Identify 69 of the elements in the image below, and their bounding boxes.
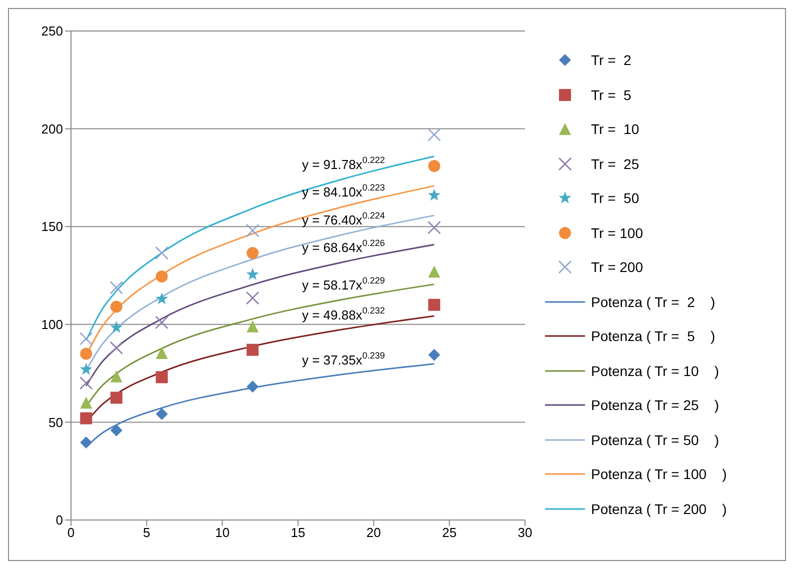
y-tick-label: 100 — [41, 317, 63, 332]
point — [110, 341, 124, 355]
annotation: y = 91.78x$^{0.222}$ — [302, 155, 385, 172]
point — [246, 291, 260, 305]
point — [80, 396, 92, 409]
y-tick-label: 150 — [41, 219, 63, 234]
legend-label: Tr = 200 — [591, 259, 644, 276]
annotation: y = 58.17x$^{0.229}$ — [302, 276, 385, 293]
point — [155, 246, 168, 260]
point — [246, 247, 259, 260]
x-tick-label: 25 — [442, 525, 457, 540]
point — [80, 362, 92, 375]
legend-label: Tr = 2 — [591, 52, 632, 68]
point — [428, 298, 440, 311]
point — [156, 292, 168, 304]
annotation: y = 49.88x$^{0.232}$ — [302, 306, 385, 323]
x-tick-label: 10 — [215, 525, 230, 540]
y-tick-label: 50 — [48, 414, 63, 430]
annotation: y = 76.40x$^{0.224}$ — [302, 210, 385, 228]
point — [428, 160, 440, 172]
point — [156, 371, 168, 384]
point — [80, 436, 92, 449]
x-tick-label: 0 — [67, 525, 75, 540]
point — [80, 412, 92, 424]
point — [79, 376, 93, 390]
legend-label: Tr = 50 — [591, 190, 640, 206]
y-tick-label: 200 — [41, 121, 63, 136]
point — [156, 408, 168, 420]
point — [110, 280, 124, 294]
x-tick-label: 15 — [290, 525, 306, 540]
point — [246, 380, 259, 393]
legend-label: Potenza ( Tr = 25 ) — [591, 397, 720, 414]
legend-label: Potenza ( Tr = 2 ) — [591, 294, 716, 310]
point — [110, 370, 122, 382]
legend-label: Potenza ( Tr = 50 ) — [591, 432, 720, 448]
point — [246, 320, 259, 332]
point — [428, 220, 441, 234]
line-series — [85, 156, 435, 342]
legend-label: Potenza ( Tr = 100 ) — [591, 466, 727, 482]
legend-label: Tr = 25 — [591, 156, 640, 172]
point — [80, 348, 92, 360]
point — [110, 392, 122, 404]
point — [428, 188, 440, 201]
x-tick-label: 5 — [143, 525, 150, 540]
point — [246, 344, 259, 356]
point — [428, 348, 440, 361]
point — [156, 270, 168, 282]
point — [110, 424, 122, 436]
legend-label: Potenza ( Tr = 200 ) — [591, 500, 727, 517]
x-tick-label: 30 — [518, 525, 532, 540]
point — [428, 266, 440, 278]
point — [246, 224, 260, 238]
point — [110, 320, 123, 333]
point — [246, 268, 259, 280]
y-tick-label: 0 — [56, 512, 63, 528]
point — [79, 332, 93, 346]
annotation: y = 37.35x$^{0.239}$ — [302, 350, 385, 368]
legend-label: Potenza ( Tr = 5 ) — [591, 328, 716, 344]
point — [110, 300, 122, 313]
y-tick-label: 250 — [41, 24, 63, 39]
x-tick-label: 20 — [366, 525, 381, 540]
legend-label: Tr = 100 — [591, 224, 644, 241]
legend-label: Tr = 10 — [591, 121, 640, 138]
annotation: y = 68.64x$^{0.226}$ — [302, 238, 385, 256]
point — [155, 316, 168, 330]
point — [156, 346, 168, 359]
legend-label: Tr = 5 — [591, 86, 632, 103]
legend-label: Potenza ( Tr = 10 ) — [591, 362, 720, 379]
point — [428, 128, 441, 142]
